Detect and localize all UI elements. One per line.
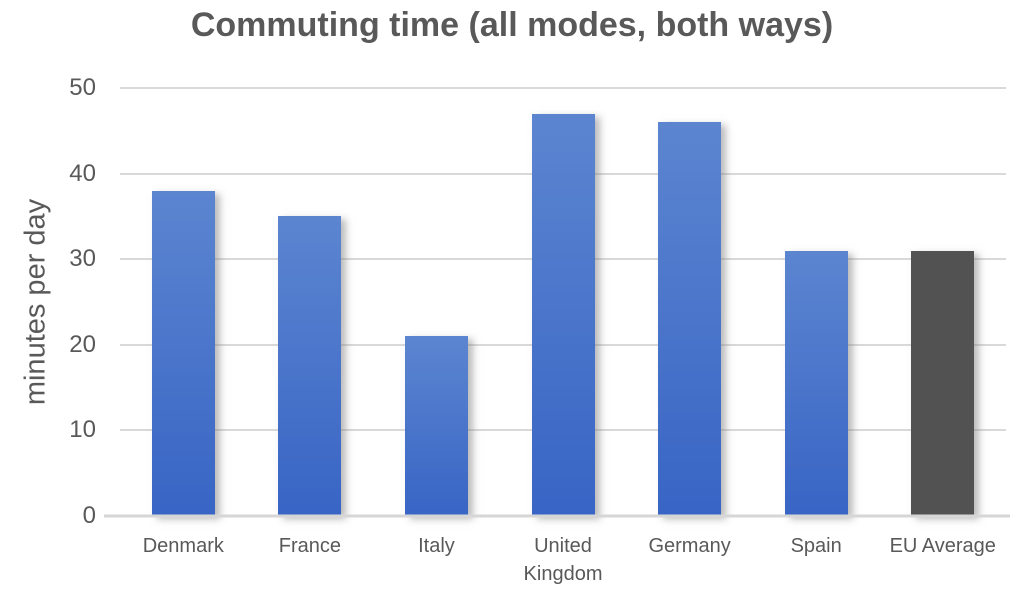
bar-slot [247,88,374,516]
y-tick-label: 20 [69,330,96,358]
bar-france [278,216,342,516]
bar-slot [626,88,753,516]
x-axis-label: United Kingdom [523,535,603,585]
y-tick-label: 0 [82,502,96,529]
bar-spain [784,250,848,516]
bar-slot [120,88,247,516]
gridline [120,87,1006,89]
bar-italy [404,336,468,516]
x-axis-label: EU Average [889,535,996,557]
x-axis-line [104,514,1010,518]
bar-denmark [151,190,215,516]
chart-title: Commuting time (all modes, both ways) [190,6,834,44]
bar-slot [373,88,500,516]
plot-area [104,87,1010,518]
y-tick-label: 10 [69,416,96,444]
y-tick-label: 40 [69,159,96,187]
x-axis-label: Italy [418,535,455,557]
x-axis-label: Spain [790,535,842,557]
x-axis-label: Germany [648,535,731,557]
bar-slot [500,88,627,516]
bar-eu-average [911,250,975,516]
bar-germany [658,122,722,516]
bar-slot [753,88,880,516]
x-labels: Denmark France Italy United Kingdom Germany S… [120,532,1006,588]
x-axis-label: Denmark [142,535,224,557]
y-axis: 0 10 20 30 40 50 [0,76,96,528]
x-axis-label: France [278,535,341,557]
y-tick-label: 50 [69,74,96,101]
y-tick-label: 30 [69,245,96,273]
bars [120,88,1006,516]
bar-united-kingdom [531,113,595,516]
bar-slot [879,88,1006,516]
